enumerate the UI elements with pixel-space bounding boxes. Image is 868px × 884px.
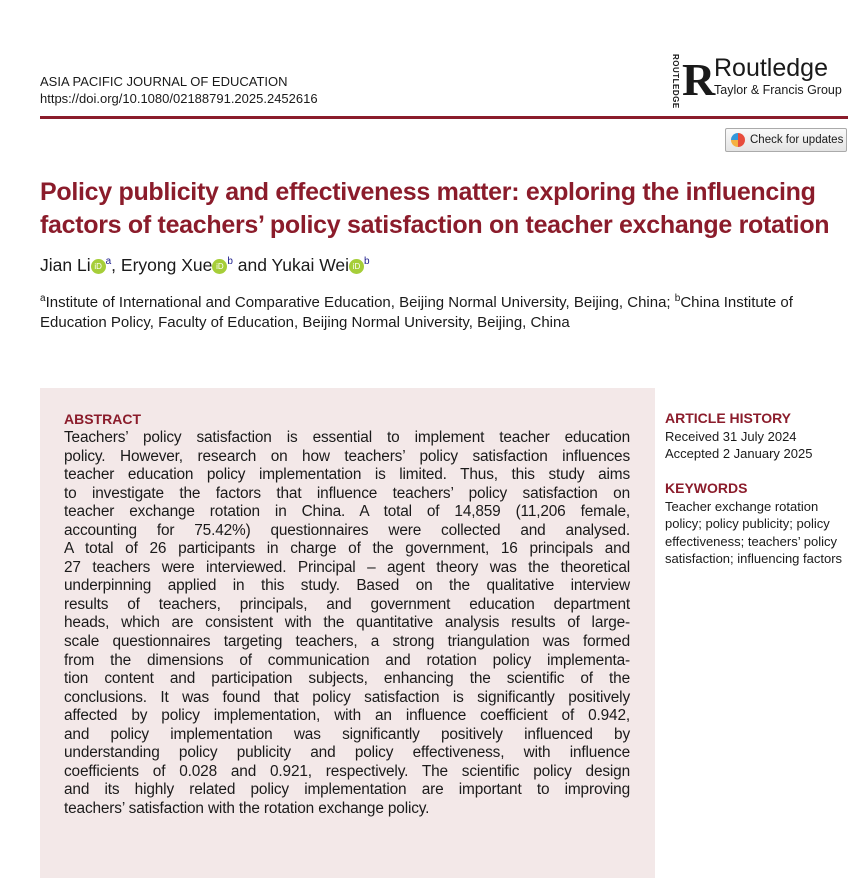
abstract-heading: ABSTRACT [64, 411, 141, 427]
author-list: Jian Li iD a, Eryong Xue iD b and Yukai Wei i… [40, 254, 855, 276]
abstract-line: underpinning applied in this study. Base… [64, 577, 630, 595]
affiliation-mark: a [40, 293, 46, 304]
abstract-text: Teachers’ policy satisfaction is essenti… [64, 429, 630, 818]
accepted-date: Accepted 2 January 2025 [665, 446, 813, 461]
keywords-text: Teacher exchange rotation policy; policy… [665, 498, 843, 567]
publisher-name: Routledge [714, 54, 828, 82]
abstract-line: coefficients of 0.028 and 0.921, respect… [64, 762, 630, 780]
header-divider [40, 116, 848, 119]
title-block: Policy publicity and effectiveness matte… [40, 176, 855, 333]
abstract-line: affected by policy implementation, with … [64, 707, 630, 725]
abstract-box [40, 388, 655, 878]
logo-r-mark: R [682, 54, 716, 105]
abstract-line: teacher exchange rotation in China. A to… [64, 503, 630, 521]
orcid-icon[interactable]: iD [349, 258, 365, 274]
affiliation-a: Institute of International and Comparati… [45, 294, 675, 311]
check-updates-label: Check for updates [750, 134, 844, 146]
abstract-line: scale questionnaires targeting teachers,… [64, 633, 630, 651]
abstract-line: and policy implementation was significan… [64, 725, 630, 743]
author-name[interactable]: Eryong Xue [120, 255, 213, 275]
author-separator: and [232, 255, 272, 275]
abstract-line: teacher education policy implementation … [64, 466, 630, 484]
abstract-line: 27 teachers were interviewed. Principal … [64, 558, 630, 576]
author-separator: , [111, 255, 121, 275]
keywords-heading: KEYWORDS [665, 480, 748, 496]
history-heading: ARTICLE HISTORY [665, 410, 792, 426]
doi-link[interactable]: https://doi.org/10.1080/02188791.2025.24… [40, 91, 318, 106]
abstract-line: to investigate the factors that influenc… [64, 484, 630, 502]
abstract-line: conclusions. It was found that policy sa… [64, 688, 630, 706]
article-title: Policy publicity and effectiveness matte… [40, 178, 830, 239]
affiliation-mark[interactable]: b [364, 256, 370, 268]
affiliations: aInstitute of International and Comparat… [40, 293, 852, 333]
abstract-line: from the dimensions of communication and… [64, 651, 630, 669]
abstract-line: tion content and participation subjects,… [64, 670, 630, 688]
affiliation-mark[interactable]: a [105, 256, 112, 268]
abstract-line: policy. However, research on how teacher… [64, 447, 630, 465]
journal-name: ASIA PACIFIC JOURNAL OF EDUCATION [40, 74, 288, 89]
abstract-line: accounting for 75.42%) questionnaires we… [64, 521, 630, 539]
abstract-line: Teachers’ policy satisfaction is essenti… [64, 429, 630, 446]
received-date: Received 31 July 2024 [665, 428, 797, 444]
orcid-icon[interactable]: iD [90, 258, 106, 274]
abstract-line: understanding policy publicity and polic… [64, 744, 630, 762]
affiliation-mark: b [674, 293, 681, 304]
abstract-line: results of teachers, principals, and gov… [64, 595, 630, 613]
publisher-group: Taylor & Francis Group [714, 83, 842, 97]
abstract-line: heads, which are consistent with the qua… [64, 614, 630, 632]
routledge-logo: ROUTLEDGE R Routledge Taylor & Francis Gr… [670, 54, 842, 109]
orcid-icon[interactable]: iD [212, 258, 228, 274]
keywords-section: KEYWORDS Teacher exchange rotation polic… [665, 480, 855, 568]
abstract-line: A total of 26 participants in charge of … [64, 540, 630, 558]
logo-vertical-text: ROUTLEDGE [671, 54, 680, 109]
affiliation-b: China Institute of Education Policy, Fac… [40, 294, 793, 331]
affiliation-mark[interactable]: b [227, 256, 233, 268]
article-history: ARTICLE HISTORY Received 31 July 2024 Ac… [665, 410, 855, 463]
abstract-line: and its highly related policy implementa… [64, 781, 630, 799]
abstract-line: teachers’ satisfaction with the rotation… [64, 799, 430, 817]
check-for-updates-button[interactable]: Check for updates [725, 128, 847, 152]
author-name[interactable]: Yukai Wei [271, 255, 350, 275]
journal-header: ASIA PACIFIC JOURNAL OF EDUCATION https:… [40, 73, 318, 107]
author-name[interactable]: Jian Li [40, 255, 91, 275]
crossmark-icon [731, 133, 745, 147]
